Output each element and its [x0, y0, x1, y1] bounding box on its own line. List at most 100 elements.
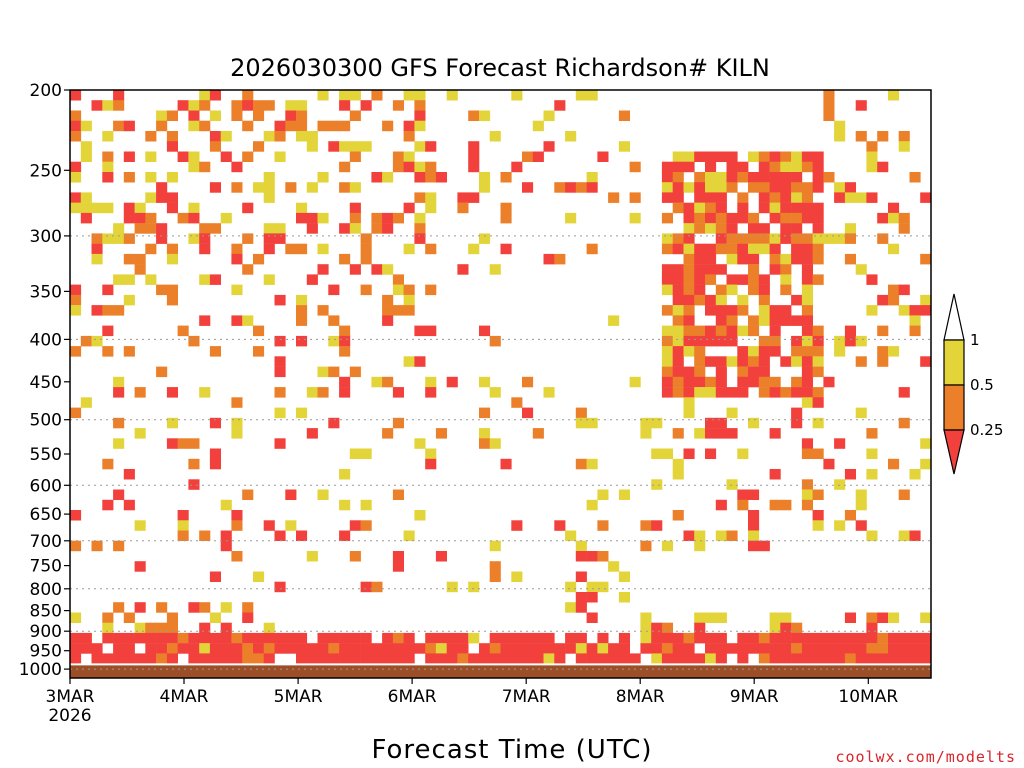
ri-cell — [80, 120, 92, 132]
ri-cell — [758, 653, 770, 664]
ri-cell — [812, 643, 824, 654]
ri-cell — [209, 571, 221, 582]
ri-cell — [382, 172, 394, 183]
ri-cell — [812, 223, 824, 234]
ri-cell — [801, 182, 813, 193]
ri-cell — [425, 448, 437, 459]
ri-cell — [457, 264, 469, 275]
ri-cell — [349, 182, 361, 193]
ri-cell — [522, 407, 534, 419]
ri-cell — [769, 632, 781, 644]
ri-cell — [801, 315, 813, 326]
ri-cell — [866, 643, 878, 654]
ri-cell — [780, 643, 792, 654]
ri-cell — [758, 305, 770, 316]
ri-cell — [156, 643, 168, 654]
ri-cell — [414, 90, 426, 101]
ri-cell — [328, 315, 340, 326]
ri-cell — [360, 632, 372, 644]
ri-cell — [705, 653, 717, 664]
ri-cell — [909, 530, 921, 541]
ri-cell — [855, 499, 867, 511]
ri-cell — [209, 223, 221, 234]
ri-cell — [715, 366, 727, 378]
ri-cell — [586, 592, 598, 603]
ri-cell — [920, 632, 931, 644]
ri-cell — [253, 346, 265, 357]
ri-cell — [435, 172, 447, 183]
ri-cell — [661, 212, 673, 224]
ri-cell — [274, 387, 286, 398]
ri-cell — [780, 212, 792, 224]
ri-cell — [446, 581, 458, 593]
ri-cell — [565, 530, 577, 541]
ri-cell — [705, 387, 717, 398]
ri-cell — [382, 428, 394, 439]
ri-cell — [737, 243, 749, 255]
x-tick-label: 7MAR — [502, 687, 551, 707]
ri-cell — [672, 315, 684, 326]
ri-cell — [209, 612, 221, 623]
ri-cell — [758, 274, 770, 285]
ri-cell — [209, 653, 221, 664]
ri-cell — [565, 602, 577, 613]
ri-cell — [618, 592, 630, 603]
ri-cell — [306, 223, 318, 234]
ri-cell — [231, 520, 243, 531]
ri-cell — [683, 182, 695, 193]
ri-cell — [392, 100, 404, 111]
ri-cell — [866, 530, 878, 541]
ri-cell — [694, 356, 706, 367]
ri-cell — [532, 632, 544, 644]
ri-cell — [339, 141, 351, 152]
ri-cell — [715, 612, 727, 623]
ri-cell — [898, 141, 910, 152]
ri-cell — [392, 417, 404, 429]
ri-cell — [285, 100, 297, 111]
y-tick-label: 250 — [30, 161, 62, 181]
ri-cell — [231, 315, 243, 326]
ri-cell — [188, 110, 200, 121]
ri-cell — [296, 407, 308, 419]
x-tick-year: 2026 — [48, 706, 91, 726]
ri-cell — [877, 212, 889, 224]
ri-cell — [748, 376, 760, 388]
ri-cell — [640, 540, 652, 552]
ri-cell — [898, 284, 910, 296]
ri-cell — [694, 274, 706, 285]
ri-cell — [209, 346, 221, 357]
ri-cell — [188, 335, 200, 347]
x-tick-label: 8MAR — [616, 687, 665, 707]
ri-cell — [511, 571, 523, 582]
ri-cell — [209, 274, 221, 285]
ri-cell — [177, 151, 189, 162]
ri-cell — [543, 643, 555, 654]
ri-cell — [672, 366, 684, 378]
ri-cell — [113, 305, 125, 316]
ri-cell — [70, 172, 82, 183]
ri-cell — [898, 131, 910, 142]
ri-cell — [425, 387, 437, 398]
ri-cell — [70, 540, 82, 552]
ri-cell — [306, 274, 318, 285]
ri-cell — [715, 305, 727, 316]
ri-cell — [134, 264, 146, 275]
ri-cell — [102, 100, 114, 111]
ri-cell — [769, 335, 781, 347]
ri-cell — [812, 172, 824, 183]
ri-cell — [123, 274, 135, 285]
ri-cell — [758, 294, 770, 306]
ri-cell — [102, 325, 114, 337]
ri-cell — [683, 223, 695, 234]
ri-cell — [672, 510, 684, 521]
ri-cell — [403, 131, 415, 142]
ri-cell — [629, 653, 641, 664]
y-tick-label: 200 — [30, 81, 62, 101]
ri-cell — [812, 346, 824, 357]
ri-cell — [855, 489, 867, 500]
ri-cell — [683, 346, 695, 357]
ri-cell — [382, 264, 394, 275]
ri-cell — [349, 448, 361, 459]
ri-cell — [758, 376, 770, 388]
ri-cell — [651, 632, 663, 644]
